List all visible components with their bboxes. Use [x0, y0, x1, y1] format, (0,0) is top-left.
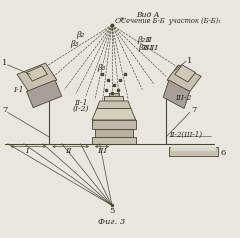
Text: 7: 7 — [2, 106, 7, 114]
Text: O*: O* — [115, 17, 125, 25]
Text: β₃: β₃ — [98, 64, 106, 72]
Polygon shape — [27, 80, 62, 108]
Text: II: II — [65, 147, 72, 155]
Polygon shape — [27, 66, 48, 81]
Text: III-2: III-2 — [175, 94, 192, 102]
Text: II-1: II-1 — [74, 99, 87, 107]
Polygon shape — [92, 120, 136, 129]
Polygon shape — [171, 148, 216, 151]
Text: (I-2): (I-2) — [72, 104, 89, 113]
Polygon shape — [169, 147, 218, 156]
Polygon shape — [163, 80, 190, 109]
Text: III: III — [97, 147, 106, 155]
Polygon shape — [104, 96, 123, 101]
Polygon shape — [95, 129, 133, 137]
Text: I-1: I-1 — [13, 86, 24, 94]
Polygon shape — [17, 63, 57, 91]
Polygon shape — [92, 137, 136, 144]
Text: I: I — [25, 147, 28, 155]
Text: 6: 6 — [220, 149, 225, 157]
Text: 7: 7 — [191, 106, 196, 114]
Polygon shape — [109, 93, 119, 96]
Text: 5: 5 — [109, 207, 115, 215]
Text: Фиг. 3: Фиг. 3 — [98, 218, 126, 226]
Text: 1: 1 — [2, 59, 7, 67]
Text: 1: 1 — [187, 57, 192, 65]
Text: β₃: β₃ — [70, 40, 78, 48]
Text: β₂: β₂ — [76, 30, 84, 39]
Text: Вид А: Вид А — [136, 11, 159, 19]
Text: Сечение Б-Б  участок (Б-Б)₁: Сечение Б-Б участок (Б-Б)₁ — [120, 17, 220, 25]
Text: II-2(III-1): II-2(III-1) — [169, 131, 202, 139]
Polygon shape — [174, 65, 195, 82]
Polygon shape — [97, 101, 131, 109]
Polygon shape — [167, 65, 201, 91]
Text: βⅢⅡⅠ: βⅢⅡⅠ — [138, 44, 158, 52]
Polygon shape — [92, 109, 136, 120]
Text: β₂Ⅲ: β₂Ⅲ — [138, 36, 152, 44]
